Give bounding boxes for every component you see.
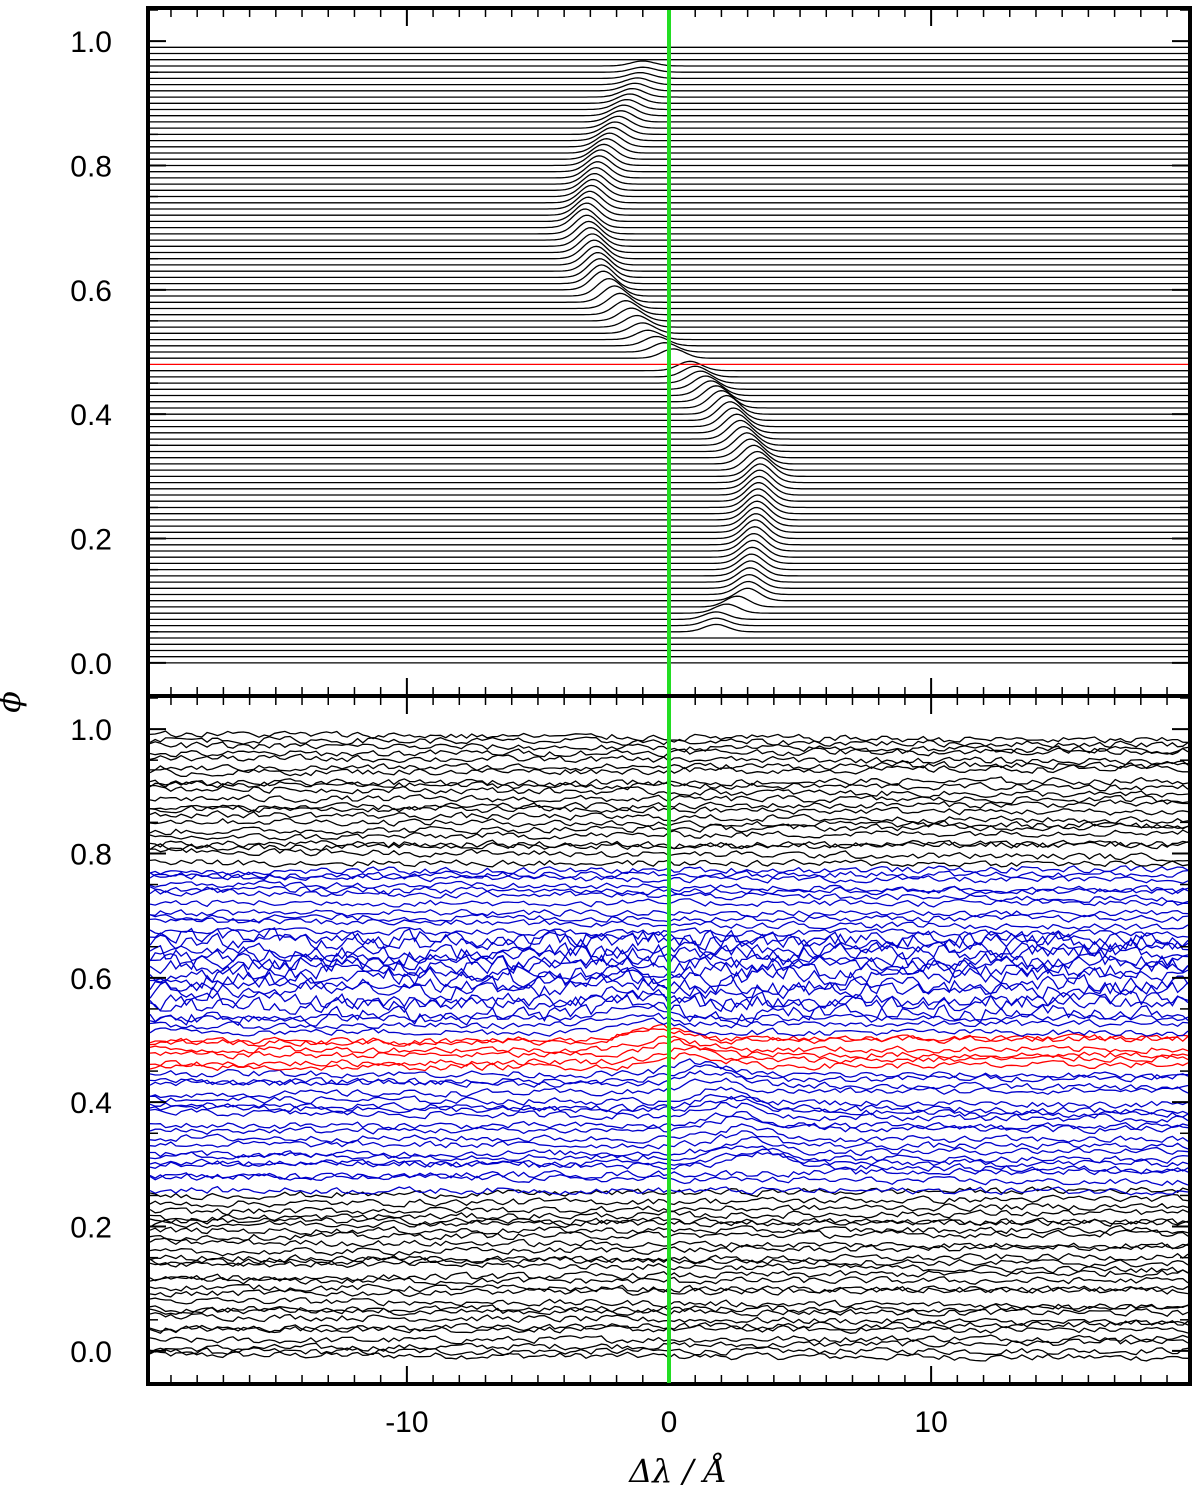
y-tick-label: 0.8 — [70, 838, 112, 871]
top-panel — [146, 6, 1192, 698]
y-tick-label: 1.0 — [70, 714, 112, 747]
y-tick-label: 0.6 — [70, 275, 112, 308]
tick-labels: 0.0 0.2 0.4 0.6 0.8 1.0 0.0 0.2 0.4 0.6 0.8 1.0 -10 0… — [70, 26, 948, 1439]
bottom-frame — [146, 694, 1192, 1386]
y-tick-label: 0.0 — [70, 1336, 112, 1369]
bottom-panel — [146, 694, 1192, 1386]
y-axis-label: ϕ — [0, 691, 28, 713]
y-tick-label: 0.0 — [70, 648, 112, 681]
y-tick-label: 0.8 — [70, 150, 112, 183]
y-tick-label: 0.2 — [70, 524, 112, 557]
y-tick-label: 1.0 — [70, 26, 112, 59]
x-tick-label: 10 — [914, 1406, 947, 1439]
x-axis-label: Δλ / Å — [627, 1452, 727, 1490]
x-tick-label: -10 — [385, 1406, 428, 1439]
y-tick-label: 0.2 — [70, 1212, 112, 1245]
x-tick-label: 0 — [661, 1406, 678, 1439]
y-tick-label: 0.4 — [70, 399, 112, 432]
y-tick-label: 0.6 — [70, 963, 112, 996]
y-tick-label: 0.4 — [70, 1087, 112, 1120]
